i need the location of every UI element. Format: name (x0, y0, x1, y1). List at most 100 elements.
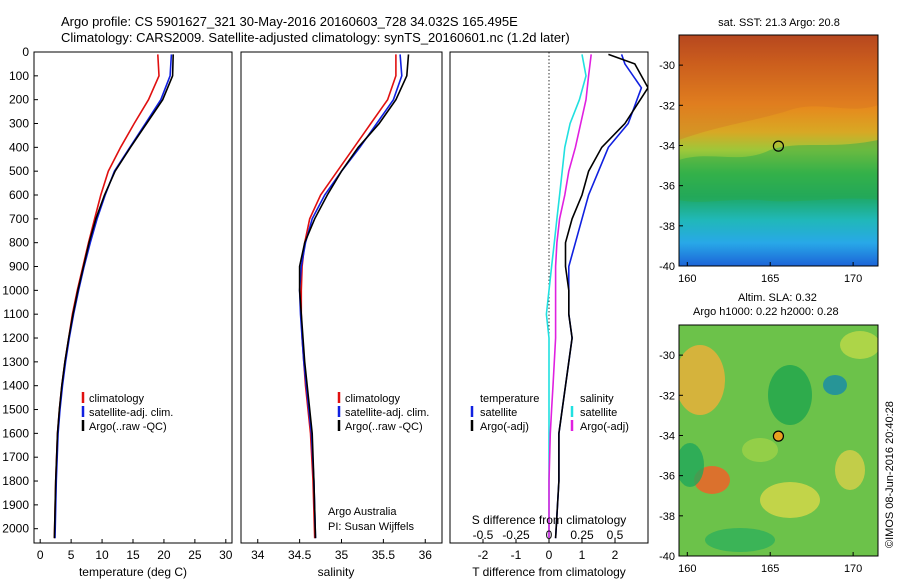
legend-group-header: temperature (480, 393, 539, 405)
difference-legend: temperature satellite Argo(-adj) salinity sa… (470, 393, 629, 433)
map-y-tick-label: -32 (659, 390, 675, 402)
legend-label: Argo(-adj) (480, 421, 529, 433)
legend-label: climatology (345, 393, 401, 405)
x-tick-label: 15 (126, 548, 140, 562)
map-x-tick-label: 160 (678, 273, 696, 285)
map-x-tick-label: 165 (761, 563, 779, 575)
legend-label: climatology (89, 393, 145, 405)
depth-tick-label: 100 (9, 69, 29, 83)
sla-blob (768, 365, 812, 425)
map-y-tick-label: -36 (659, 181, 675, 193)
t-difference-xlabel: T difference from climatology (472, 565, 626, 579)
legend-label: Argo(-adj) (580, 421, 629, 433)
x-tick-label: 35.5 (372, 548, 396, 562)
sst-map-panel: sat. SST: 21.3 Argo: 20.8 160 165 170 -30 -3… (659, 17, 879, 285)
depth-tick-label: 1600 (2, 426, 29, 440)
sla-blob (742, 438, 778, 462)
s-difference-xlabel: S difference from climatology (472, 513, 627, 527)
depth-tick-label: 1900 (2, 498, 29, 512)
temperature-xlabel: temperature (deg C) (79, 565, 187, 579)
x-top-tick-label: -0.5 (473, 528, 494, 542)
temperature-legend: climatology satellite-adj. clim. Argo(..ra… (81, 392, 173, 433)
series-line-argo-raw-qc (53, 54, 174, 539)
x-top-tick-label: 0.5 (607, 528, 624, 542)
x-tick-label: 2 (612, 548, 619, 562)
series-line-climatology (300, 54, 397, 539)
depth-tick-label: 0 (22, 45, 29, 59)
x-top-tick-label: 0.25 (570, 528, 594, 542)
salinity-legend: climatology satellite-adj. clim. Argo(..ra… (337, 392, 429, 433)
map-y-tick-label: -32 (659, 100, 675, 112)
x-tick-label: 34 (251, 548, 265, 562)
map-y-tick-label: -36 (659, 471, 675, 483)
depth-tick-label: 600 (9, 188, 29, 202)
x-tick-label: 1 (579, 548, 586, 562)
map-x-tick-label: 165 (761, 273, 779, 285)
sla-argo-location-marker (772, 430, 785, 442)
sla-map-frame (678, 324, 879, 557)
figure-title-line2: Climatology: CARS2009. Satellite-adjuste… (61, 30, 570, 45)
legend-group-header: salinity (580, 393, 614, 405)
depth-tick-label: 1400 (2, 379, 29, 393)
depth-tick-label: 1200 (2, 331, 29, 345)
map-y-tick-label: -30 (659, 60, 675, 72)
x-tick-label: 20 (157, 548, 171, 562)
temperature-panel: 0 5 10 15 20 25 30 temperature (deg C) climato… (33, 51, 233, 579)
legend-label: satellite-adj. clim. (345, 407, 429, 419)
x-tick-label: 30 (219, 548, 233, 562)
depth-axis: 0 100 200 300 400 500 600 700 800 900 1000 1100 1200… (2, 45, 38, 536)
depth-tick-label: 1500 (2, 403, 29, 417)
sla-blob (760, 482, 820, 518)
sst-map-frame (678, 34, 879, 267)
x-tick-label: 34.5 (288, 548, 312, 562)
sla-map-title: Altim. SLA: 0.32 (738, 292, 817, 304)
series-line-satellite-adj-clim (54, 54, 173, 539)
sla-blob (823, 375, 847, 395)
figure-title-line1: Argo profile: CS 5901627_321 30-May-2016… (61, 14, 518, 29)
series-line-t-argo-adj (554, 53, 648, 539)
sst-front-green (679, 140, 878, 202)
depth-tick-label: 900 (9, 260, 29, 274)
sst-front-warm (679, 35, 878, 140)
sla-blob (840, 331, 878, 359)
salinity-panel: 34 34.5 35 35.5 36 salinity climatology satel… (240, 51, 443, 579)
footer-stamp: ©IMOS 08-Jun-2016 20:40:28 (884, 401, 896, 548)
series-line-s-satellite (545, 54, 587, 539)
depth-tick-label: 1700 (2, 450, 29, 464)
sla-map-subtitle: Argo h1000: 0.22 h2000: 0.28 (693, 306, 839, 318)
legend-label: Argo(..raw -QC) (345, 421, 423, 433)
x-tick-label: 36 (419, 548, 433, 562)
x-tick-label: 25 (188, 548, 202, 562)
x-tick-label: -2 (478, 548, 489, 562)
annotation-argo-australia: Argo Australia (328, 506, 397, 518)
sla-blob (679, 443, 704, 487)
map-x-tick-label: 170 (844, 563, 862, 575)
x-top-tick-label: 0 (546, 528, 553, 542)
map-y-tick-label: -34 (659, 140, 675, 152)
map-y-tick-label: -38 (659, 221, 675, 233)
x-tick-label: 10 (95, 548, 109, 562)
difference-panel: -2 -1 0 1 2 -0.5 -0.25 0 0.25 0.5 S difference fr… (449, 51, 649, 579)
depth-tick-label: 2000 (2, 522, 29, 536)
depth-tick-label: 1300 (2, 355, 29, 369)
map-y-tick-label: -34 (659, 430, 675, 442)
sla-blob (679, 345, 725, 415)
depth-tick-label: 200 (9, 93, 29, 107)
map-x-tick-label: 160 (678, 563, 696, 575)
map-y-tick-label: -30 (659, 350, 675, 362)
legend-label: satellite (580, 407, 617, 419)
series-line-satellite-adj-clim (298, 54, 403, 539)
depth-tick-label: 800 (9, 236, 29, 250)
depth-tick-label: 1800 (2, 474, 29, 488)
legend-label: Argo(..raw -QC) (89, 421, 167, 433)
salinity-plot-frame (240, 51, 443, 544)
legend-label: satellite-adj. clim. (89, 407, 173, 419)
salinity-xlabel: salinity (318, 565, 355, 579)
map-y-tick-label: -38 (659, 511, 675, 523)
sla-blob (705, 528, 775, 552)
map-x-tick-label: 170 (844, 273, 862, 285)
sst-argo-location-marker (772, 140, 785, 152)
legend-label: satellite (480, 407, 517, 419)
map-y-tick-label: -40 (659, 261, 675, 273)
